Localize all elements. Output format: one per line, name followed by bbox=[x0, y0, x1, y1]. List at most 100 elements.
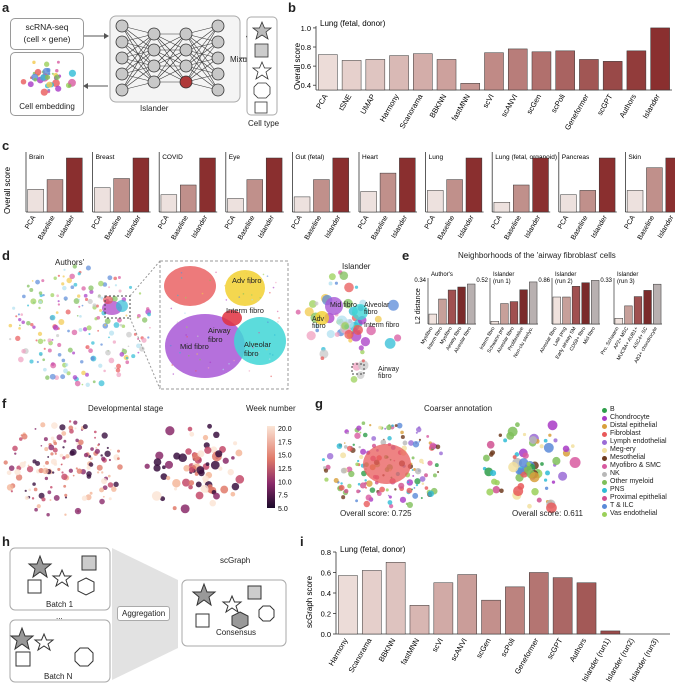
cell-dot bbox=[384, 427, 387, 430]
cell-dot bbox=[88, 462, 94, 467]
cell-dot bbox=[32, 459, 37, 464]
square-icon bbox=[247, 585, 262, 600]
cell-dot bbox=[117, 317, 122, 323]
cell-dot bbox=[56, 294, 60, 298]
x-tick-label: Islander bbox=[457, 214, 476, 240]
bar bbox=[509, 301, 519, 325]
panel-a-label: a bbox=[2, 0, 10, 15]
network-node bbox=[211, 19, 225, 33]
cell-dot bbox=[418, 440, 421, 443]
bar bbox=[624, 305, 633, 325]
network-node bbox=[179, 27, 193, 41]
cell-dot bbox=[72, 474, 75, 477]
cell-dot bbox=[412, 441, 420, 448]
scgraph-diagram bbox=[9, 547, 287, 683]
x-tick-label: Baseline bbox=[37, 214, 57, 241]
legend-item: Proximal epithelial bbox=[602, 494, 667, 502]
cluster-dot bbox=[320, 356, 325, 361]
legend-label: Myofibro & SMC bbox=[610, 462, 661, 469]
cell-dot bbox=[104, 323, 107, 326]
cell-dot bbox=[108, 286, 111, 289]
legend-swatch bbox=[602, 439, 607, 445]
cluster-dot bbox=[548, 433, 552, 437]
cell-embedding-label: Cell embedding bbox=[19, 102, 75, 111]
facet-covid: COVID PCA Baseline Islander bbox=[157, 152, 218, 241]
cell-dot bbox=[386, 424, 392, 431]
airway-fibro-cluster bbox=[222, 310, 242, 326]
embedding-cluster bbox=[34, 68, 42, 76]
cluster-dot bbox=[503, 438, 508, 443]
cell-dot bbox=[30, 298, 37, 305]
islander-model-label: Islander bbox=[140, 104, 169, 113]
cell-dot bbox=[99, 309, 103, 312]
cell-dot bbox=[97, 329, 100, 332]
cluster-dot bbox=[151, 491, 162, 501]
embedding-cluster bbox=[47, 90, 51, 94]
e-subplot-title: Islander bbox=[617, 272, 638, 278]
right-label-interm: Interm fibro bbox=[364, 322, 400, 329]
cluster-dot bbox=[182, 478, 191, 487]
cell-dot bbox=[75, 467, 78, 470]
x-tick-label: Baseline bbox=[503, 214, 523, 241]
cluster-dot bbox=[215, 450, 223, 458]
cluster-dot bbox=[387, 299, 399, 311]
cell-dot bbox=[89, 289, 94, 294]
cell-dot bbox=[64, 493, 68, 497]
cluster-dot bbox=[205, 462, 210, 466]
bar bbox=[552, 577, 573, 635]
cluster-dot bbox=[354, 285, 359, 289]
cell-dot bbox=[388, 495, 392, 499]
legend-item: Other myeloid bbox=[602, 478, 667, 486]
network-node bbox=[179, 43, 193, 57]
cell-dot bbox=[38, 467, 44, 474]
cell-dot bbox=[45, 375, 50, 380]
cell-dot bbox=[18, 318, 22, 322]
cell-dot bbox=[42, 293, 45, 297]
input-box-line1: scRNA-seq bbox=[25, 22, 69, 32]
cluster-dot bbox=[326, 329, 335, 339]
cell-dot bbox=[76, 314, 79, 317]
e-subplot-title: Author's bbox=[431, 272, 453, 278]
mixup-label: Mixup bbox=[230, 55, 252, 64]
right-label-airway: Airway fibro bbox=[378, 366, 400, 380]
bar bbox=[46, 179, 64, 213]
cluster-dot bbox=[188, 466, 195, 473]
facet-title: Heart bbox=[362, 154, 378, 161]
legend-label: Mesothelial bbox=[610, 454, 646, 461]
cell-dot bbox=[56, 334, 60, 338]
cell-dot bbox=[89, 457, 93, 461]
cell-dot bbox=[53, 276, 57, 280]
colorbar-tick: 17.5 bbox=[278, 439, 292, 446]
x-tick-label: PCA bbox=[291, 214, 304, 230]
cell-dot bbox=[47, 348, 52, 353]
cell-dot bbox=[26, 284, 30, 288]
colorbar-tick: 5.0 bbox=[278, 506, 288, 513]
cluster-dot bbox=[522, 452, 529, 459]
cluster-dot bbox=[160, 473, 168, 481]
cell-dot bbox=[387, 494, 390, 497]
legend-item: Myofibro & SMC bbox=[602, 462, 667, 470]
cell-dot bbox=[421, 482, 425, 485]
cell-dot bbox=[9, 337, 12, 341]
x-tick-label: Authors bbox=[617, 92, 638, 119]
cell-dot bbox=[406, 487, 413, 494]
cell-dot bbox=[116, 457, 120, 461]
scrnaseq-input-box: scRNA-seq (cell × gene) bbox=[10, 18, 84, 50]
cell-dot bbox=[33, 487, 38, 492]
network-node bbox=[147, 59, 161, 73]
cluster-dot bbox=[315, 328, 320, 333]
legend-label: Proximal epithelial bbox=[610, 494, 667, 501]
square-outline-icon bbox=[15, 651, 31, 667]
cell-dot bbox=[411, 456, 415, 460]
scgraph-title: scGraph bbox=[220, 556, 251, 565]
cell-dot bbox=[40, 444, 43, 447]
cluster-dot bbox=[200, 484, 209, 493]
bar bbox=[94, 187, 111, 213]
cluster-dot bbox=[189, 431, 195, 437]
cell-dot bbox=[17, 313, 20, 316]
cell-dot bbox=[81, 370, 86, 376]
cell-dot bbox=[357, 459, 360, 463]
y-tick-label: 0.4 bbox=[301, 81, 311, 90]
network-node bbox=[115, 83, 129, 97]
